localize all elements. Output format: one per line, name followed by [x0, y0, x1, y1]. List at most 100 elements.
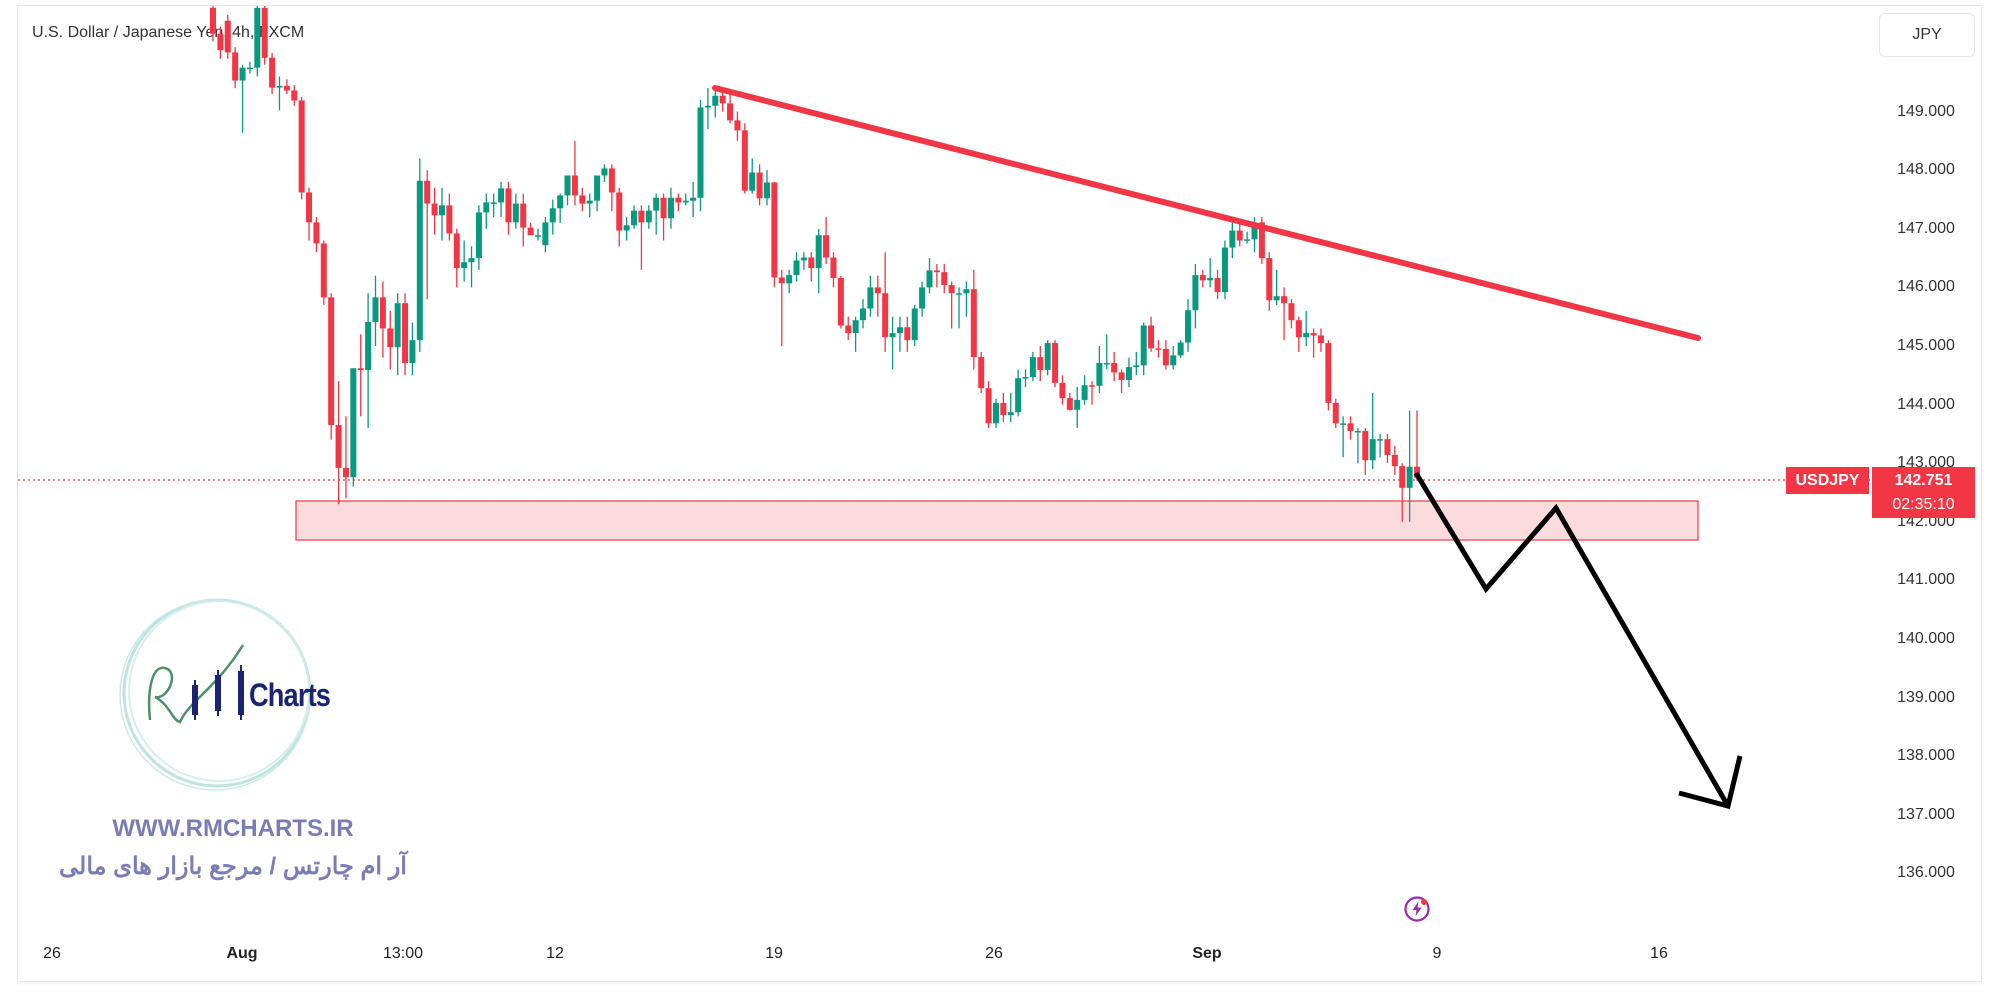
- price-tick-label: 136.000: [1897, 864, 1955, 882]
- candle-body: [276, 85, 283, 88]
- chart-pane[interactable]: [17, 5, 1982, 982]
- candle-body: [394, 303, 401, 348]
- candle: [1044, 340, 1051, 376]
- candle-body: [1148, 325, 1155, 349]
- descending-trendline[interactable]: [712, 85, 1701, 341]
- candle: [860, 299, 867, 329]
- candle-body: [682, 200, 689, 203]
- candle-body: [860, 308, 867, 321]
- candle-body: [1044, 343, 1051, 371]
- candle: [1399, 463, 1406, 522]
- candle: [1096, 346, 1103, 393]
- candle-body: [1399, 466, 1406, 488]
- candle: [734, 111, 741, 141]
- candle-body: [712, 95, 719, 106]
- candle: [402, 293, 409, 376]
- candle-body: [379, 297, 386, 329]
- candle-body: [1288, 303, 1295, 321]
- candle: [409, 322, 416, 376]
- candle: [793, 252, 800, 282]
- bar-countdown: 02:35:10: [1892, 496, 1955, 513]
- candle: [306, 187, 313, 241]
- candle-body: [342, 467, 349, 478]
- candle-body: [269, 57, 276, 88]
- candle: [631, 205, 638, 229]
- candle-body: [1369, 439, 1376, 461]
- support-zone[interactable]: [295, 500, 1699, 541]
- candle: [645, 205, 652, 229]
- candle-body: [874, 287, 881, 294]
- candle: [815, 228, 822, 294]
- candle-body: [557, 195, 564, 209]
- candle: [800, 252, 807, 270]
- candle-body: [771, 182, 778, 278]
- candle-body: [254, 7, 261, 68]
- projection-path[interactable]: [1413, 471, 1731, 808]
- candle-body: [1229, 230, 1236, 248]
- candle-body: [483, 202, 490, 213]
- candle: [1088, 381, 1095, 405]
- candle-body: [690, 197, 697, 201]
- candle-body: [512, 203, 519, 223]
- candle-body: [594, 175, 601, 201]
- candle: [527, 222, 534, 236]
- candle-body: [350, 368, 357, 478]
- candle: [704, 88, 711, 130]
- candle: [424, 170, 431, 300]
- candle-body: [1325, 343, 1332, 403]
- candle: [933, 263, 940, 288]
- candle: [1015, 369, 1022, 417]
- candle-body: [498, 188, 505, 203]
- candle-body: [490, 202, 497, 204]
- candle-body: [571, 175, 578, 196]
- candle-body: [520, 203, 527, 228]
- candle-body: [424, 180, 431, 204]
- candle: [771, 181, 778, 288]
- candle: [210, 6, 216, 42]
- candle-body: [335, 425, 342, 468]
- candle: [1317, 328, 1324, 352]
- candle-body: [283, 85, 290, 91]
- candle: [438, 187, 445, 241]
- candle-body: [1340, 423, 1347, 425]
- candle: [387, 310, 394, 370]
- last-price-tag: 142.751 02:35:10: [1872, 467, 1975, 518]
- candle: [601, 164, 608, 182]
- price-tick-label: 147.000: [1897, 219, 1955, 237]
- candle: [1170, 346, 1177, 370]
- candle-body: [1000, 402, 1007, 416]
- candle-body: [1111, 362, 1118, 373]
- candle-body: [1074, 399, 1081, 410]
- candle: [919, 281, 926, 317]
- candle-body: [963, 289, 970, 294]
- candle-body: [1303, 333, 1310, 338]
- candle-body: [416, 180, 423, 341]
- candle-body: [867, 287, 874, 309]
- candle: [1207, 258, 1214, 288]
- candle: [224, 14, 231, 59]
- candle: [269, 53, 276, 95]
- candle: [571, 140, 578, 206]
- candle-body: [1059, 382, 1066, 399]
- candle: [1007, 392, 1014, 423]
- lightning-icon[interactable]: [1403, 895, 1431, 923]
- candle-body: [579, 195, 586, 204]
- candle-body: [638, 210, 645, 223]
- candle: [313, 217, 320, 253]
- candle-body: [1177, 342, 1184, 356]
- candle: [867, 275, 874, 317]
- candle: [1066, 392, 1073, 411]
- candle-body: [1266, 258, 1273, 301]
- candle-body: [387, 328, 394, 348]
- candle: [549, 199, 556, 235]
- candle-body: [1081, 385, 1088, 400]
- currency-button[interactable]: JPY: [1879, 13, 1975, 57]
- candle-body: [653, 197, 660, 211]
- time-tick-label: 19: [765, 945, 783, 962]
- price-tick-label: 144.000: [1897, 395, 1955, 413]
- candle-body: [298, 100, 305, 193]
- candle-body: [1221, 247, 1228, 293]
- candle-body: [660, 197, 667, 219]
- candle: [1273, 269, 1280, 305]
